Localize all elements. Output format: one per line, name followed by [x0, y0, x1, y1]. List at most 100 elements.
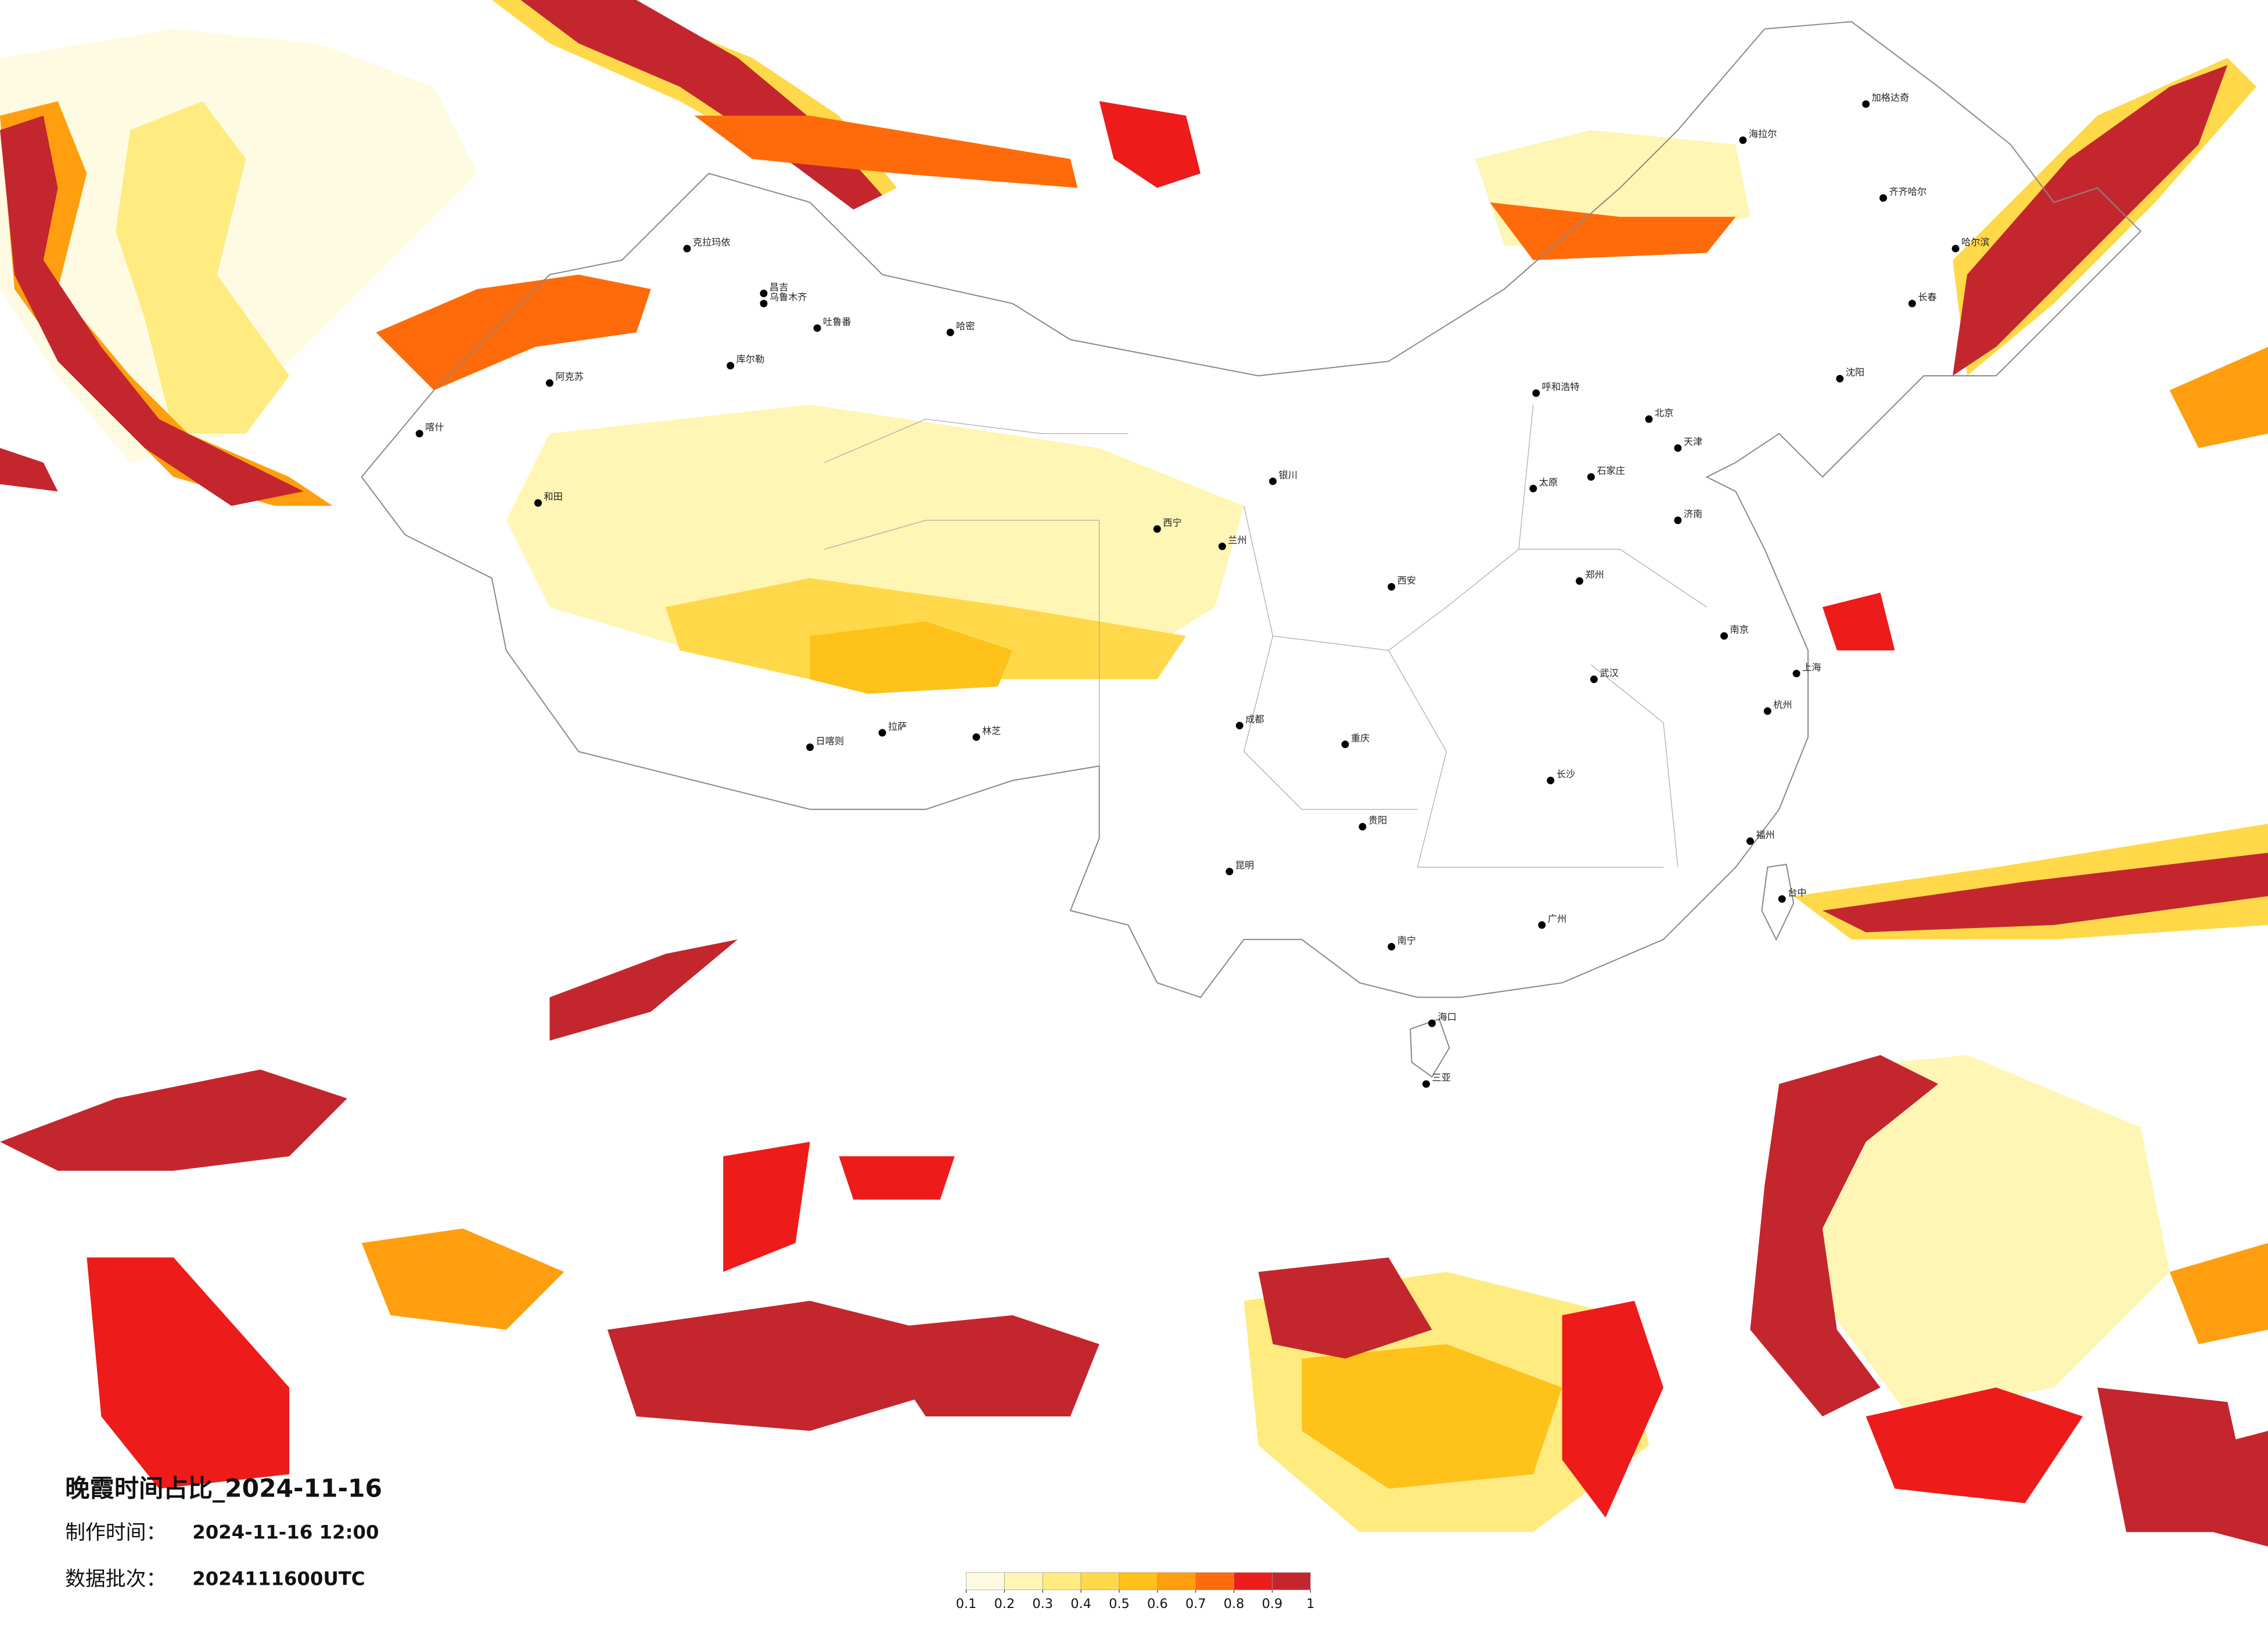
city-label: 广州	[1548, 913, 1566, 924]
tick-label: 0.7	[1185, 1596, 1206, 1611]
city-dot	[1792, 670, 1800, 678]
city-dot	[1218, 542, 1226, 551]
city-label: 海口	[1437, 1012, 1456, 1023]
city-dot	[1529, 484, 1537, 492]
tick-label: 0.6	[1147, 1596, 1168, 1611]
city-dot	[1746, 837, 1754, 846]
province-lines	[824, 404, 1708, 868]
borders	[361, 21, 2142, 1078]
batch-value: 2024111600UTC	[192, 1567, 365, 1589]
city-label: 银川	[1279, 469, 1297, 480]
tick-label: 0.2	[994, 1596, 1015, 1611]
city-dot	[1576, 577, 1584, 585]
city-label: 吐鲁番	[823, 316, 851, 328]
city-dot	[760, 289, 768, 297]
tick-label: 0.5	[1109, 1596, 1130, 1611]
city-label: 昌吉	[770, 282, 788, 293]
city-dot	[1645, 415, 1653, 423]
tick-label: 0.4	[1070, 1596, 1091, 1611]
sunset-field	[0, 0, 2268, 1547]
city-dot	[1763, 707, 1771, 715]
city-dot	[1532, 389, 1540, 397]
city-label: 重庆	[1351, 732, 1370, 743]
city-dot	[878, 729, 886, 737]
city-dot	[1908, 300, 1916, 308]
city-dot	[1547, 776, 1555, 785]
city-label: 库尔勒	[736, 354, 765, 365]
city-label: 台中	[1788, 887, 1806, 898]
city-label: 和田	[544, 491, 562, 502]
city-label: 南宁	[1397, 935, 1416, 946]
color-swatch	[1272, 1572, 1311, 1591]
city-dot	[1836, 375, 1844, 383]
city-label: 西宁	[1163, 517, 1181, 528]
city-dot	[1739, 136, 1747, 144]
map-title: 晚霞时间占比_2024-11-16	[65, 1474, 382, 1503]
made-label: 制作时间：	[65, 1521, 166, 1545]
city-dot	[1428, 1019, 1436, 1027]
city-label: 武汉	[1600, 667, 1618, 678]
city-label: 呼和浩特	[1542, 382, 1580, 393]
city-label: 长春	[1918, 292, 1936, 303]
city-label: 成都	[1245, 714, 1264, 725]
color-swatch	[1042, 1572, 1081, 1591]
city-label: 福州	[1756, 829, 1774, 840]
city-dot	[1422, 1080, 1430, 1088]
color-swatch	[1119, 1572, 1158, 1591]
country-outline	[361, 21, 2142, 998]
city-label: 天津	[1684, 436, 1702, 447]
city-dot	[1538, 921, 1546, 929]
color-swatch	[1157, 1572, 1196, 1591]
city-dot	[415, 430, 423, 438]
color-swatch	[1004, 1572, 1043, 1591]
city-dot	[1587, 473, 1595, 481]
city-dot	[534, 499, 542, 507]
city-label: 日喀则	[816, 735, 844, 746]
city-label: 郑州	[1586, 569, 1604, 580]
city-dot	[1153, 525, 1161, 533]
city-dot	[946, 328, 954, 336]
city-dot	[1951, 244, 1960, 253]
city-label: 林芝	[982, 725, 1001, 736]
city-dot	[1225, 868, 1234, 876]
city-dot	[806, 743, 814, 751]
taiwan	[1761, 864, 1795, 941]
tick-label: 0.9	[1262, 1596, 1283, 1611]
tick-label: 1	[1306, 1596, 1314, 1611]
city-label: 哈密	[956, 321, 975, 332]
city-label: 沈阳	[1846, 367, 1864, 378]
city-label: 石家庄	[1597, 465, 1625, 476]
city-dot	[1720, 632, 1728, 640]
city-label: 济南	[1684, 509, 1702, 520]
tick-label: 0.8	[1224, 1596, 1245, 1611]
city-label: 兰州	[1228, 534, 1246, 545]
city-dot	[1590, 675, 1598, 684]
city-label: 乌鲁木齐	[770, 292, 807, 303]
hainan	[1410, 1018, 1450, 1078]
city-dot	[1778, 895, 1786, 903]
city-label: 齐齐哈尔	[1889, 186, 1927, 197]
city-dot	[1388, 583, 1396, 591]
city-label: 喀什	[425, 422, 444, 433]
city-label: 三亚	[1432, 1072, 1451, 1083]
batch-label: 数据批次：	[65, 1567, 166, 1591]
city-dot	[1358, 823, 1367, 831]
color-swatch	[966, 1572, 1005, 1591]
city-dot	[683, 244, 691, 253]
city-label: 北京	[1655, 407, 1673, 418]
made-value: 2024-11-16 12:00	[192, 1521, 379, 1544]
city-label: 西安	[1397, 575, 1416, 586]
city-label: 阿克苏	[555, 371, 584, 382]
city-dot	[1388, 942, 1396, 951]
city-dot	[727, 362, 735, 370]
color-swatch	[1080, 1572, 1120, 1591]
tick-label: 0.3	[1033, 1596, 1054, 1611]
color-swatch	[1234, 1572, 1273, 1591]
colorbar: 0.1 0.2 0.3 0.4 0.5 0.6 0.7 0.8 0.9 1	[956, 1572, 1314, 1611]
city-label: 海拉尔	[1749, 128, 1777, 139]
city-dot	[1674, 444, 1682, 452]
color-swatch	[1195, 1572, 1234, 1591]
city-dot	[813, 324, 821, 332]
